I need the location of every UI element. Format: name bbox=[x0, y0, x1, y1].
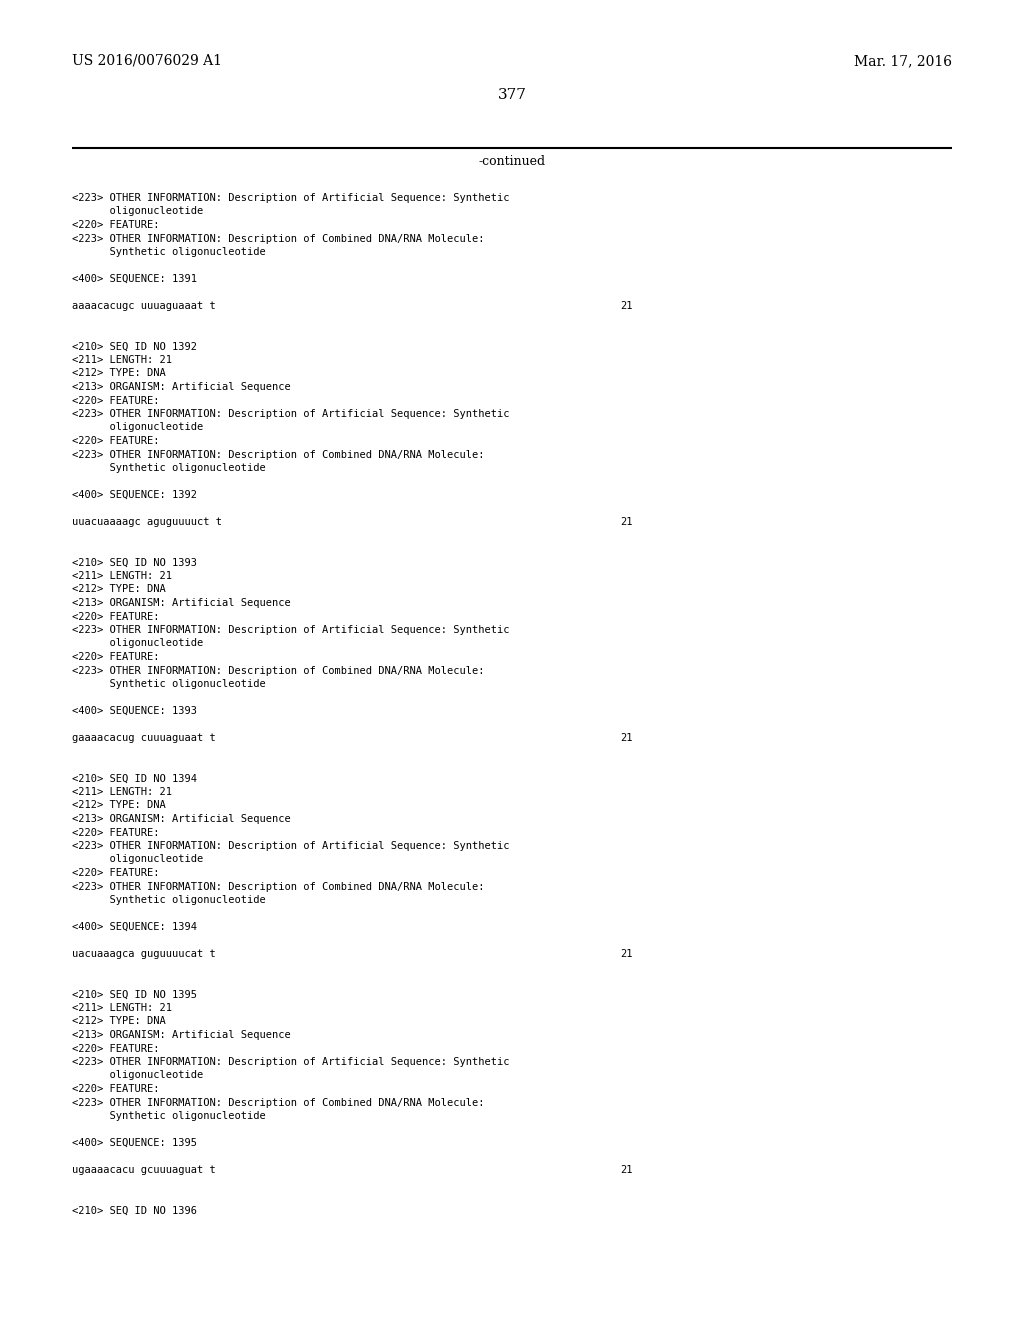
Text: 21: 21 bbox=[620, 733, 633, 743]
Text: <400> SEQUENCE: 1392: <400> SEQUENCE: 1392 bbox=[72, 490, 197, 500]
Text: <220> FEATURE:: <220> FEATURE: bbox=[72, 869, 160, 878]
Text: 21: 21 bbox=[620, 1166, 633, 1175]
Text: Synthetic oligonucleotide: Synthetic oligonucleotide bbox=[72, 678, 266, 689]
Text: <212> TYPE: DNA: <212> TYPE: DNA bbox=[72, 800, 166, 810]
Text: <220> FEATURE:: <220> FEATURE: bbox=[72, 396, 160, 405]
Text: Synthetic oligonucleotide: Synthetic oligonucleotide bbox=[72, 895, 266, 906]
Text: <210> SEQ ID NO 1396: <210> SEQ ID NO 1396 bbox=[72, 1205, 197, 1216]
Text: uacuaaagca guguuuucat t: uacuaaagca guguuuucat t bbox=[72, 949, 216, 960]
Text: <211> LENGTH: 21: <211> LENGTH: 21 bbox=[72, 1003, 172, 1012]
Text: <212> TYPE: DNA: <212> TYPE: DNA bbox=[72, 1016, 166, 1027]
Text: <400> SEQUENCE: 1393: <400> SEQUENCE: 1393 bbox=[72, 706, 197, 715]
Text: <211> LENGTH: 21: <211> LENGTH: 21 bbox=[72, 572, 172, 581]
Text: -continued: -continued bbox=[478, 154, 546, 168]
Text: <210> SEQ ID NO 1392: <210> SEQ ID NO 1392 bbox=[72, 342, 197, 351]
Text: <213> ORGANISM: Artificial Sequence: <213> ORGANISM: Artificial Sequence bbox=[72, 381, 291, 392]
Text: <223> OTHER INFORMATION: Description of Artificial Sequence: Synthetic: <223> OTHER INFORMATION: Description of … bbox=[72, 624, 510, 635]
Text: gaaaacacug cuuuaguaat t: gaaaacacug cuuuaguaat t bbox=[72, 733, 216, 743]
Text: <220> FEATURE:: <220> FEATURE: bbox=[72, 828, 160, 837]
Text: Mar. 17, 2016: Mar. 17, 2016 bbox=[854, 54, 952, 69]
Text: <210> SEQ ID NO 1394: <210> SEQ ID NO 1394 bbox=[72, 774, 197, 784]
Text: 21: 21 bbox=[620, 949, 633, 960]
Text: <213> ORGANISM: Artificial Sequence: <213> ORGANISM: Artificial Sequence bbox=[72, 1030, 291, 1040]
Text: oligonucleotide: oligonucleotide bbox=[72, 206, 203, 216]
Text: <210> SEQ ID NO 1393: <210> SEQ ID NO 1393 bbox=[72, 557, 197, 568]
Text: <210> SEQ ID NO 1395: <210> SEQ ID NO 1395 bbox=[72, 990, 197, 999]
Text: 21: 21 bbox=[620, 301, 633, 312]
Text: <220> FEATURE:: <220> FEATURE: bbox=[72, 220, 160, 230]
Text: uuacuaaaagc aguguuuuct t: uuacuaaaagc aguguuuuct t bbox=[72, 517, 222, 527]
Text: oligonucleotide: oligonucleotide bbox=[72, 854, 203, 865]
Text: <223> OTHER INFORMATION: Description of Combined DNA/RNA Molecule:: <223> OTHER INFORMATION: Description of … bbox=[72, 1097, 484, 1107]
Text: <400> SEQUENCE: 1395: <400> SEQUENCE: 1395 bbox=[72, 1138, 197, 1148]
Text: <220> FEATURE:: <220> FEATURE: bbox=[72, 436, 160, 446]
Text: <223> OTHER INFORMATION: Description of Combined DNA/RNA Molecule:: <223> OTHER INFORMATION: Description of … bbox=[72, 234, 484, 243]
Text: <220> FEATURE:: <220> FEATURE: bbox=[72, 652, 160, 663]
Text: 377: 377 bbox=[498, 88, 526, 102]
Text: <223> OTHER INFORMATION: Description of Artificial Sequence: Synthetic: <223> OTHER INFORMATION: Description of … bbox=[72, 193, 510, 203]
Text: US 2016/0076029 A1: US 2016/0076029 A1 bbox=[72, 54, 222, 69]
Text: <223> OTHER INFORMATION: Description of Artificial Sequence: Synthetic: <223> OTHER INFORMATION: Description of … bbox=[72, 841, 510, 851]
Text: <223> OTHER INFORMATION: Description of Combined DNA/RNA Molecule:: <223> OTHER INFORMATION: Description of … bbox=[72, 450, 484, 459]
Text: <212> TYPE: DNA: <212> TYPE: DNA bbox=[72, 368, 166, 379]
Text: <212> TYPE: DNA: <212> TYPE: DNA bbox=[72, 585, 166, 594]
Text: <211> LENGTH: 21: <211> LENGTH: 21 bbox=[72, 355, 172, 366]
Text: aaaacacugc uuuaguaaat t: aaaacacugc uuuaguaaat t bbox=[72, 301, 216, 312]
Text: <213> ORGANISM: Artificial Sequence: <213> ORGANISM: Artificial Sequence bbox=[72, 598, 291, 609]
Text: <400> SEQUENCE: 1394: <400> SEQUENCE: 1394 bbox=[72, 921, 197, 932]
Text: <223> OTHER INFORMATION: Description of Combined DNA/RNA Molecule:: <223> OTHER INFORMATION: Description of … bbox=[72, 882, 484, 891]
Text: Synthetic oligonucleotide: Synthetic oligonucleotide bbox=[72, 463, 266, 473]
Text: <211> LENGTH: 21: <211> LENGTH: 21 bbox=[72, 787, 172, 797]
Text: <223> OTHER INFORMATION: Description of Combined DNA/RNA Molecule:: <223> OTHER INFORMATION: Description of … bbox=[72, 665, 484, 676]
Text: ugaaaacacu gcuuuaguat t: ugaaaacacu gcuuuaguat t bbox=[72, 1166, 216, 1175]
Text: 21: 21 bbox=[620, 517, 633, 527]
Text: oligonucleotide: oligonucleotide bbox=[72, 639, 203, 648]
Text: <223> OTHER INFORMATION: Description of Artificial Sequence: Synthetic: <223> OTHER INFORMATION: Description of … bbox=[72, 1057, 510, 1067]
Text: oligonucleotide: oligonucleotide bbox=[72, 1071, 203, 1081]
Text: <220> FEATURE:: <220> FEATURE: bbox=[72, 611, 160, 622]
Text: <220> FEATURE:: <220> FEATURE: bbox=[72, 1084, 160, 1094]
Text: oligonucleotide: oligonucleotide bbox=[72, 422, 203, 433]
Text: <213> ORGANISM: Artificial Sequence: <213> ORGANISM: Artificial Sequence bbox=[72, 814, 291, 824]
Text: Synthetic oligonucleotide: Synthetic oligonucleotide bbox=[72, 1111, 266, 1121]
Text: Synthetic oligonucleotide: Synthetic oligonucleotide bbox=[72, 247, 266, 257]
Text: <400> SEQUENCE: 1391: <400> SEQUENCE: 1391 bbox=[72, 275, 197, 284]
Text: <223> OTHER INFORMATION: Description of Artificial Sequence: Synthetic: <223> OTHER INFORMATION: Description of … bbox=[72, 409, 510, 418]
Text: <220> FEATURE:: <220> FEATURE: bbox=[72, 1044, 160, 1053]
